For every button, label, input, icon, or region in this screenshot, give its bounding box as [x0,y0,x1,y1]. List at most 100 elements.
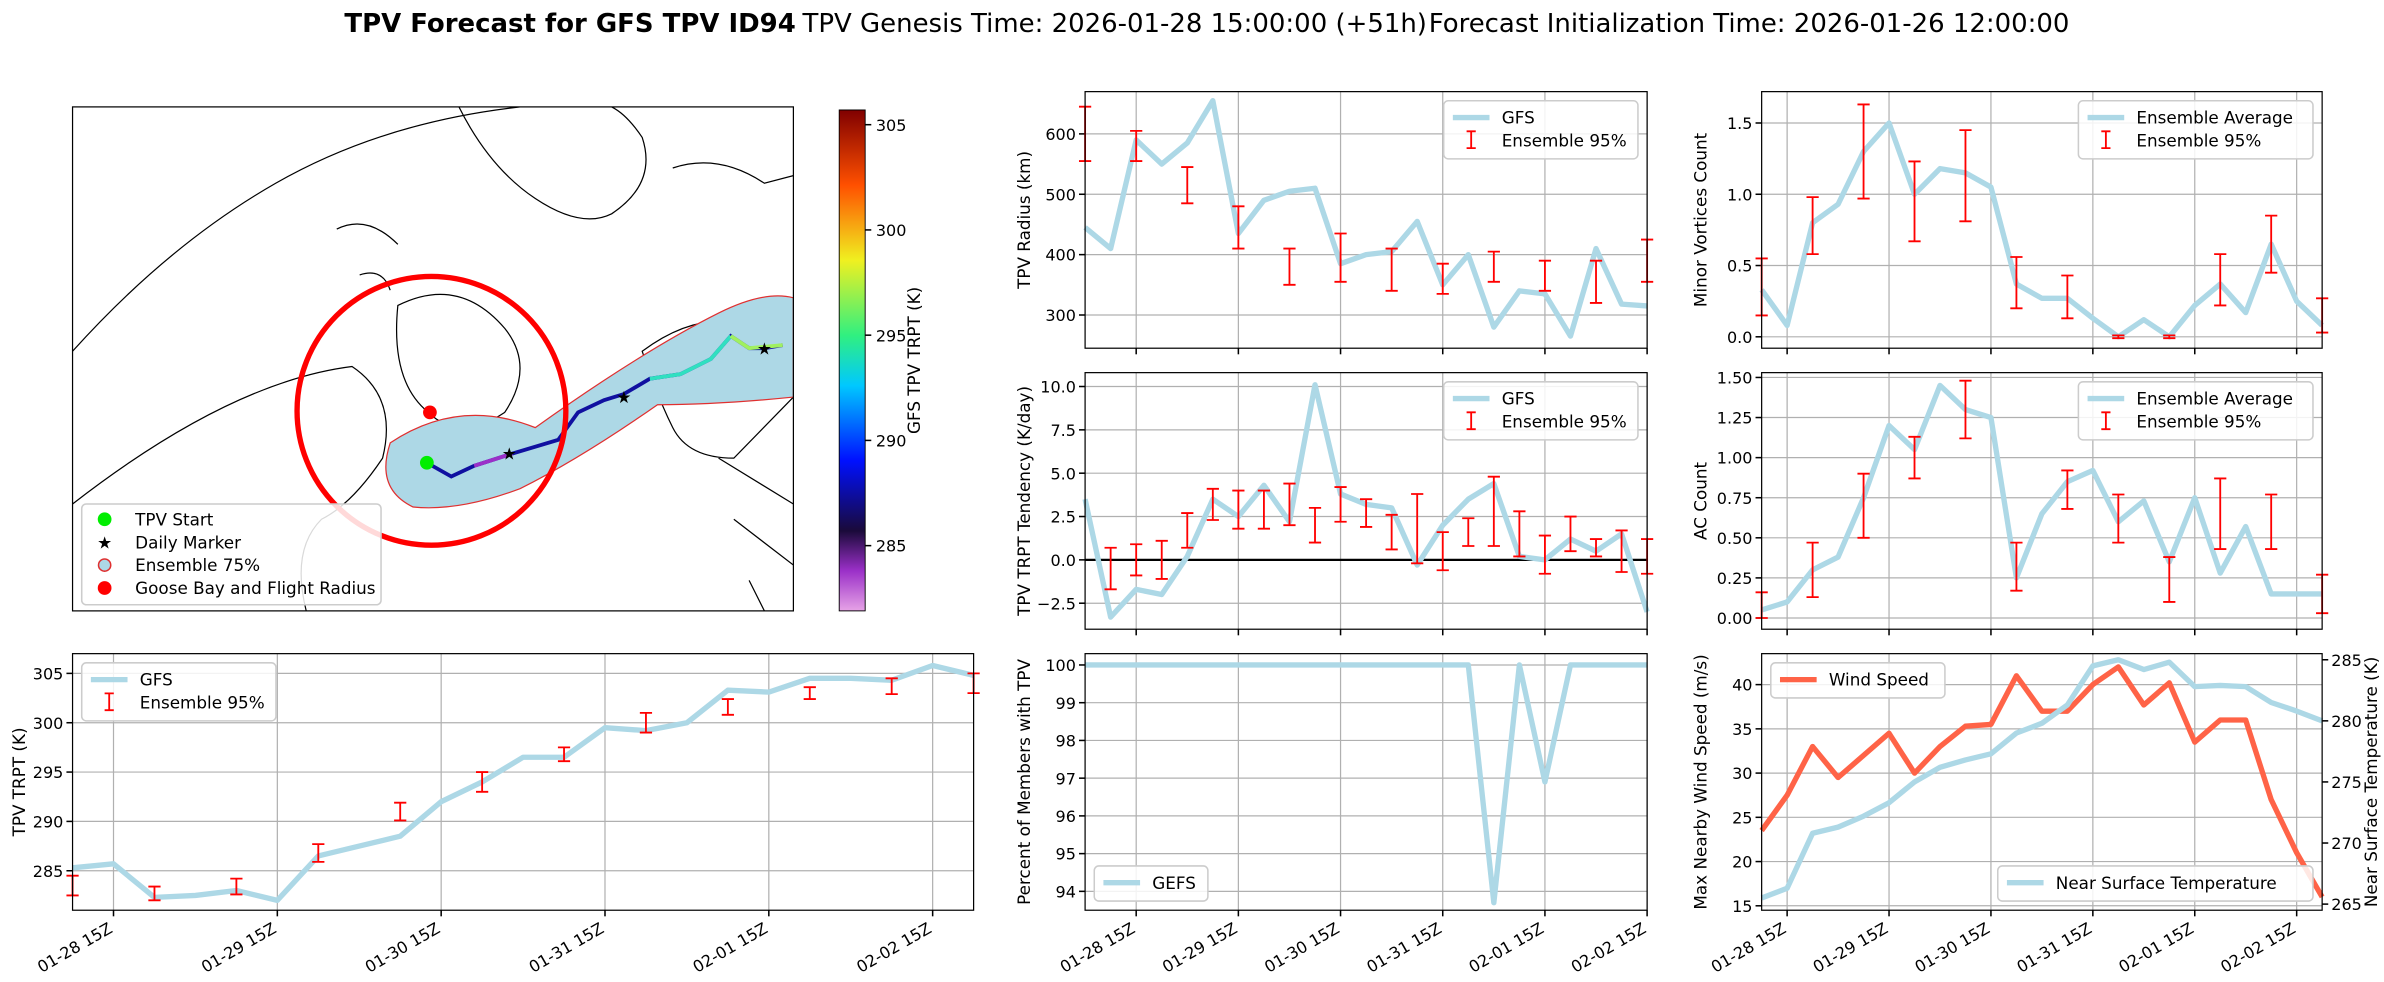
error-bar [803,686,816,700]
colorbar-tick-label: 305 [876,116,907,135]
plot-frame [1761,653,2323,911]
line [1085,662,1648,906]
x-tick-label: 01-29 15Z [1159,919,1240,977]
y-tick-label: 96 [1056,807,1076,826]
line [1760,657,2324,901]
y-tick-label: 1.00 [1717,449,1753,468]
y-tick-label: 20 [1732,853,1752,872]
x-tick-label: 02-02 15Z [2217,919,2298,977]
legend-label: Ensemble 75% [135,555,260,575]
y-tick-label: 95 [1056,845,1076,864]
y-tick-label: 400 [1045,246,1076,265]
x-tick-label: 02-01 15Z [689,919,770,977]
error-bar [885,677,898,696]
error-bar [1487,250,1500,283]
legend-label: Ensemble Average [2136,389,2293,409]
colorbar [838,109,866,612]
y2-tick-label: 270 [2331,834,2362,853]
error-bar [394,801,407,822]
y-axis-label: Percent of Members with TPV [1014,658,1034,904]
legend-box [1770,662,1946,699]
x-tick-label: 01-30 15Z [1912,919,1993,977]
error-bar [1538,259,1552,292]
line [1759,120,2324,340]
error-bar [1181,166,1194,205]
error-bar [230,877,243,896]
map-legend: TPV Start ★ Daily Marker Ensemble 75% Go… [80,503,382,606]
x-tick-label: 01-29 15Z [198,919,279,977]
error-bar [2061,469,2074,510]
legend-label: Near Surface Temperature [2056,873,2277,893]
y-tick-label: 0.25 [1717,569,1753,588]
x-tick-label: 01-31 15Z [1363,919,1444,977]
error-bar [1564,515,1577,553]
error-bar [557,746,571,763]
error-bar [1385,513,1398,551]
error-bar [312,843,325,863]
line [1759,664,2325,899]
error-bar [2112,334,2125,340]
y-tick-label: 94 [1056,882,1076,901]
error-bar [1806,196,1819,256]
error-bar [2265,214,2278,274]
y-tick-label: 10.0 [1040,378,1076,397]
y-tick-label: −2.5 [1037,594,1076,613]
error-bar [2214,253,2227,307]
y-tick-label: 0.00 [1717,609,1753,628]
y-tick-label: 2.5 [1050,508,1075,527]
legend-box [1996,865,2314,902]
legend-label: Ensemble 95% [2136,412,2261,432]
y2-tick-label: 285 [2331,651,2362,670]
plot-frame [1084,372,1648,630]
legend-label: GEFS [1152,873,1196,893]
error-bar [2265,493,2278,550]
legend-symbol [2101,130,2111,150]
y-tick-label: 5.0 [1050,464,1075,483]
error-bar [1385,247,1398,292]
legend-symbol [1466,130,1476,150]
error-bar [1257,489,1271,530]
y-tick-label: 99 [1056,694,1076,713]
error-bar [1589,259,1603,304]
line [1083,98,1648,339]
y-tick-label: 97 [1056,769,1076,788]
error-bar [639,711,653,734]
y-tick-label: 0.50 [1717,529,1753,548]
x-tick-label: 01-28 15Z [1708,919,1789,977]
error-bar [1232,489,1245,530]
error-bar [1181,512,1194,549]
y-tick-label: 300 [1045,306,1076,325]
error-bar [1359,498,1373,528]
y-tick-label: 15 [1732,897,1752,916]
legend-box [2077,381,2314,441]
colorbar-tick-label: 295 [876,326,907,345]
legend-label: GFS [1502,108,1535,128]
x-tick-label: 02-02 15Z [853,919,934,977]
svg-text:★: ★ [502,444,517,464]
svg-text:★: ★ [757,338,772,358]
colorbar-label: GFS TPV TRPT (K) [904,287,924,434]
error-bar [2010,256,2023,310]
legend-label: GFS [1502,389,1535,409]
y-tick-label: 295 [33,763,64,782]
colorbar-tick-label: 285 [876,537,907,556]
error-bar [148,885,161,902]
plot-frame [1084,653,1648,911]
y-axis-label: Minor Vortices Count [1691,132,1711,307]
y-tick-label: 0.75 [1717,489,1753,508]
error-bar [1411,493,1424,565]
plot-frame [1761,372,2323,630]
y-tick-label: 285 [33,862,64,881]
error-bar [1959,129,1972,223]
legend-label: Ensemble 95% [1502,131,1627,151]
y-axis-label: TPV TRPT (K) [9,727,29,837]
legend-box [1442,100,1639,160]
genesis-time: TPV Genesis Time: 2026-01-28 15:00:00 (+… [802,9,1427,39]
plot-frame [1084,91,1648,349]
error-bar [1155,539,1168,580]
legend-symbol [2101,411,2111,431]
legend-label: Wind Speed [1829,670,1929,690]
error-bar [1513,510,1526,558]
y-tick-label: 1.25 [1717,409,1753,428]
